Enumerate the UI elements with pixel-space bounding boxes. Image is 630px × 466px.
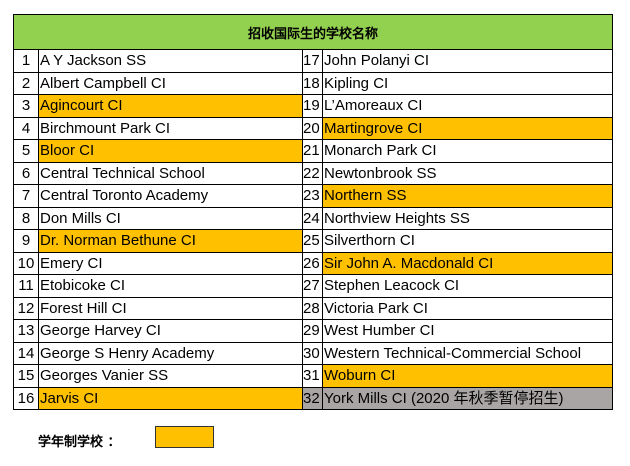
school-number: 8 (13, 206, 39, 230)
school-name: Northern SS (321, 184, 614, 208)
school-number: 32 (302, 386, 323, 410)
table-row: 9 Dr. Norman Bethune CI 25 Silverthorn CI (13, 229, 614, 253)
school-number: 10 (13, 251, 39, 275)
school-name: Stephen Leacock CI (321, 274, 614, 298)
table-row: 3 Agincourt CI 19 L’Amoreaux CI (13, 94, 614, 118)
school-number: 15 (13, 364, 39, 388)
school-name: Western Technical-Commercial School (321, 341, 614, 365)
school-name: Silverthorn CI (321, 229, 614, 253)
school-number: 31 (302, 364, 323, 388)
school-number: 30 (302, 341, 323, 365)
school-number: 12 (13, 296, 39, 320)
table-row: 6 Central Technical School 22 Newtonbrook S… (13, 161, 614, 185)
school-name: George Harvey CI (38, 319, 303, 343)
school-number: 27 (302, 274, 323, 298)
school-name: Newtonbrook SS (321, 161, 614, 185)
school-name: George S Henry Academy (38, 341, 303, 365)
school-number: 17 (302, 49, 323, 73)
table-row: 12 Forest Hill CI 28 Victoria Park CI (13, 296, 614, 320)
school-name: Albert Campbell CI (38, 71, 303, 95)
school-name: Etobicoke CI (38, 274, 303, 298)
school-number: 25 (302, 229, 323, 253)
school-number: 14 (13, 341, 39, 365)
table-row: 7 Central Toronto Academy 23 Northern SS (13, 184, 614, 208)
school-name: Don Mills CI (38, 206, 303, 230)
school-number: 22 (302, 161, 323, 185)
school-name: John Polanyi CI (321, 49, 614, 73)
school-number: 19 (302, 94, 323, 118)
school-number: 7 (13, 184, 39, 208)
school-name: Woburn CI (321, 364, 614, 388)
school-name: Jarvis CI (38, 386, 303, 410)
school-number: 1 (13, 49, 39, 73)
school-name: A Y Jackson SS (38, 49, 303, 73)
school-number: 5 (13, 139, 39, 163)
school-name: Kipling CI (321, 71, 614, 95)
school-name: L’Amoreaux CI (321, 94, 614, 118)
school-name: Central Toronto Academy (38, 184, 303, 208)
table-row: 8 Don Mills CI 24 Northview Heights SS (13, 206, 614, 230)
school-name: Northview Heights SS (321, 206, 614, 230)
table-row: 4 Birchmount Park CI 20 Martingrove CI (13, 116, 614, 140)
school-name: Victoria Park CI (321, 296, 614, 320)
school-name: Agincourt CI (38, 94, 303, 118)
table-row: 16 Jarvis CI 32 York Mills CI (2020 年秋季暂停招生… (13, 386, 614, 410)
school-number: 28 (302, 296, 323, 320)
school-name: Birchmount Park CI (38, 116, 303, 140)
school-number: 3 (13, 94, 39, 118)
school-number: 23 (302, 184, 323, 208)
school-number: 18 (302, 71, 323, 95)
school-name: West Humber CI (321, 319, 614, 343)
school-number: 20 (302, 116, 323, 140)
school-number: 24 (302, 206, 323, 230)
legend-color-swatch (155, 426, 214, 448)
table-row: 14 George S Henry Academy 30 Western Techni… (13, 341, 614, 365)
school-name: Central Technical School (38, 161, 303, 185)
table-row: 5 Bloor CI 21 Monarch Park CI (13, 139, 614, 163)
school-number: 11 (13, 274, 39, 298)
school-number: 26 (302, 251, 323, 275)
legend-label: 学年制学校 ： (38, 435, 121, 450)
table-row: 15 Georges Vanier SS 31 Woburn CI (13, 364, 614, 388)
school-number: 21 (302, 139, 323, 163)
school-name: Sir John A. Macdonald CI (321, 251, 614, 275)
school-number: 4 (13, 116, 39, 140)
school-number: 13 (13, 319, 39, 343)
school-name: Dr. Norman Bethune CI (38, 229, 303, 253)
school-name: York Mills CI (2020 年秋季暂停招生) (321, 386, 614, 410)
school-name: Bloor CI (38, 139, 303, 163)
school-name: Monarch Park CI (321, 139, 614, 163)
table-row: 10 Emery CI 26 Sir John A. Macdonald CI (13, 251, 614, 275)
school-name: Martingrove CI (321, 116, 614, 140)
table-row: 2 Albert Campbell CI 18 Kipling CI (13, 71, 614, 95)
school-name: Georges Vanier SS (38, 364, 303, 388)
school-number: 6 (13, 161, 39, 185)
school-name: Forest Hill CI (38, 296, 303, 320)
school-number: 2 (13, 71, 39, 95)
school-number: 29 (302, 319, 323, 343)
table-row: 13 George Harvey CI 29 West Humber CI (13, 319, 614, 343)
table-title: 招收国际生的学校名称 (12, 14, 614, 50)
school-name: Emery CI (38, 251, 303, 275)
table-row: 11 Etobicoke CI 27 Stephen Leacock CI (13, 274, 614, 298)
school-number: 16 (13, 386, 39, 410)
school-number: 9 (13, 229, 39, 253)
